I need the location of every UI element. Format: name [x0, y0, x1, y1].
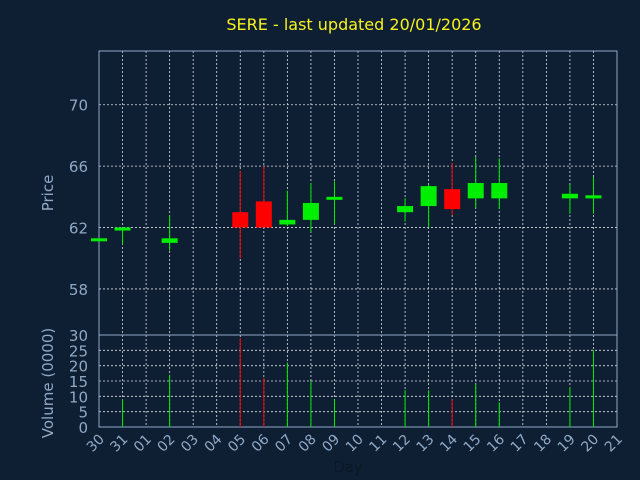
candle-body — [420, 186, 437, 207]
x-tick-label: 12 — [390, 432, 414, 456]
candle-body — [467, 183, 484, 199]
candle — [444, 163, 461, 216]
candle — [255, 166, 272, 228]
price-axis-label: Price — [39, 175, 57, 212]
volume-axis-label: Volume (0000) — [39, 328, 57, 438]
x-tick-label: 31 — [107, 432, 131, 456]
x-tick-label: 19 — [555, 432, 579, 456]
candle — [91, 238, 107, 242]
volume-y-tick-label: 20 — [69, 358, 88, 376]
candle — [114, 227, 131, 245]
candle — [420, 184, 437, 228]
candle — [491, 158, 508, 210]
x-tick-label: 07 — [272, 432, 296, 456]
candle — [467, 156, 484, 208]
candle-body — [161, 238, 178, 243]
candle-body — [397, 206, 414, 213]
candle-body — [491, 183, 508, 199]
x-tick-label: 21 — [602, 432, 626, 456]
price-grid — [99, 51, 617, 335]
x-tick-label: 13 — [414, 432, 438, 456]
candle-body — [255, 201, 272, 228]
x-tick-label: 14 — [437, 431, 461, 455]
x-tick-label: 01 — [131, 432, 155, 456]
volume-grid — [99, 335, 617, 427]
price-y-tick-label: 58 — [69, 281, 88, 299]
candle-body — [232, 212, 249, 228]
price-y-tick-label: 66 — [69, 158, 88, 176]
candle — [302, 183, 319, 233]
volume-y-tick-label: 15 — [69, 373, 88, 391]
x-tick-label: 17 — [508, 432, 532, 456]
volume-y-tick-label: 25 — [69, 342, 88, 360]
candles — [91, 156, 602, 259]
x-tick-labels: 30 31 01 02 03 04 05 06 07 08 09 10 11 12 13 14 15 16 17 18… — [84, 431, 626, 455]
x-tick-label: 16 — [484, 431, 508, 455]
candle — [232, 170, 249, 259]
candle — [561, 184, 578, 214]
price-y-tick-labels: 58 62 66 70 — [69, 97, 88, 299]
x-tick-label: 18 — [531, 432, 555, 456]
candle-body — [114, 227, 131, 231]
candle-body — [279, 219, 296, 225]
candle-body — [585, 195, 602, 199]
x-tick-label: 03 — [178, 432, 202, 456]
price-y-tick-label: 70 — [69, 97, 88, 115]
candle — [161, 215, 178, 251]
x-tick-label: 05 — [225, 432, 249, 456]
x-tick-label: 15 — [461, 432, 485, 456]
x-tick-label: 11 — [366, 432, 390, 456]
x-tick-label: 10 — [343, 432, 367, 456]
candle-body — [91, 238, 107, 242]
candle — [397, 198, 414, 222]
volume-y-tick-label: 0 — [78, 419, 88, 437]
candle-body — [561, 193, 578, 199]
candle-body — [302, 202, 319, 220]
volume-y-tick-label: 30 — [69, 327, 88, 345]
x-axis-label: Day — [333, 458, 363, 476]
x-tick-label: 02 — [155, 432, 179, 456]
x-tick-label: 04 — [202, 431, 226, 455]
volume-panel-frame — [98, 334, 618, 428]
x-tick-label: 09 — [319, 432, 343, 456]
candle — [585, 176, 602, 214]
x-tick-label: 08 — [296, 432, 320, 456]
price-y-tick-label: 62 — [69, 220, 88, 238]
candle — [326, 181, 343, 225]
chart-title: SERE - last updated 20/01/2026 — [226, 15, 481, 34]
candle-body — [326, 196, 343, 200]
volume-y-tick-label: 5 — [78, 404, 88, 422]
volume-y-tick-label: 10 — [69, 388, 88, 406]
x-tick-label: 06 — [249, 431, 273, 455]
x-tick-label: 20 — [578, 432, 602, 456]
candle — [279, 190, 296, 227]
candle-body — [444, 189, 461, 210]
volume-bars — [122, 338, 594, 427]
